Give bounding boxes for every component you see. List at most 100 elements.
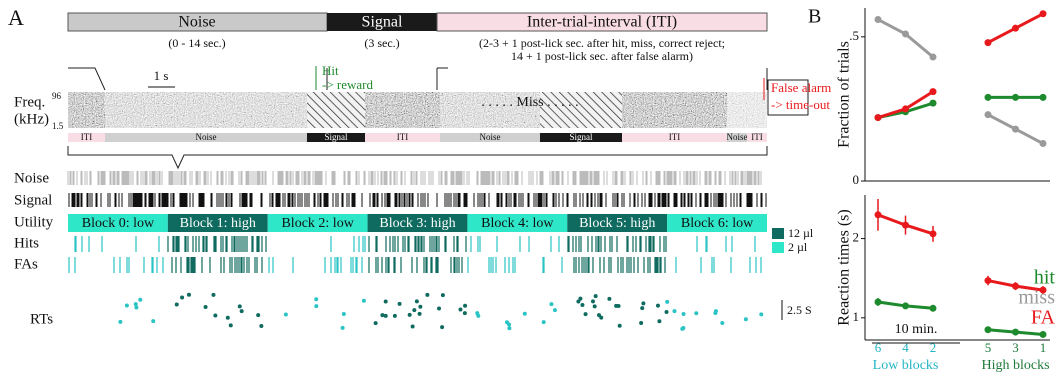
- trial-label: Signal: [324, 132, 348, 142]
- rt-dot: [134, 305, 139, 310]
- trial-label: ITI: [669, 132, 681, 142]
- series-line: [877, 18, 1044, 145]
- utility-block: [68, 214, 168, 232]
- rt-dot: [256, 313, 261, 318]
- point: [984, 93, 992, 101]
- rt-dot: [414, 299, 419, 304]
- rt-dot: [138, 297, 143, 302]
- rt-dot: [640, 306, 645, 311]
- rt-dot: [672, 309, 677, 314]
- rt-dot: [504, 320, 509, 325]
- x-tick-label: 4: [902, 340, 909, 355]
- row-label: FAs: [14, 256, 38, 272]
- row-label: Signal: [14, 192, 52, 208]
- raster: [171, 257, 666, 273]
- raster: [74, 236, 756, 252]
- block-label: Block 0: low: [82, 216, 155, 231]
- group-label: Low blocks: [873, 358, 939, 373]
- trial-label: Noise: [727, 132, 748, 142]
- rt-dot: [463, 303, 468, 308]
- scale-label: 2.5 S: [787, 303, 812, 317]
- point: [1012, 282, 1019, 290]
- raster: [68, 193, 767, 207]
- point: [1012, 24, 1019, 32]
- block-label: Block 2: low: [281, 216, 354, 231]
- bracket: [68, 67, 768, 91]
- rt-dot: [237, 304, 242, 309]
- utility-block: [467, 214, 568, 232]
- legend-swatch: [772, 242, 784, 253]
- raster: [68, 257, 762, 273]
- rt-dot: [437, 306, 442, 311]
- point: [902, 30, 909, 38]
- block-label: Block 6: low: [681, 216, 754, 231]
- rt-dot: [373, 321, 378, 326]
- point: [902, 221, 909, 229]
- group-label: High blocks: [981, 358, 1049, 373]
- iti-header: [436, 12, 768, 32]
- rt-dot: [225, 315, 230, 320]
- block-label: Block 1: high: [180, 216, 256, 231]
- header-note: (0 - 14 sec.): [168, 36, 225, 50]
- rt-dot: [549, 302, 554, 307]
- legend-swatch: [772, 228, 784, 239]
- rt-dot: [665, 299, 670, 304]
- hit-note: -> reward: [322, 77, 373, 92]
- header-note: (3 sec.): [364, 36, 399, 50]
- scale-label: 10 min.: [895, 322, 938, 337]
- utility-block: [567, 214, 668, 232]
- point: [874, 298, 882, 306]
- rt-dot: [462, 311, 467, 316]
- rt-dot: [720, 320, 725, 325]
- x-tick-label: 5: [985, 340, 992, 355]
- rt-dot: [694, 311, 699, 316]
- rt-dot: [425, 292, 430, 297]
- y-axis-label: Fraction of trials: [836, 41, 853, 148]
- trial-label: Signal: [569, 132, 593, 142]
- point: [929, 53, 937, 61]
- rt-dot: [541, 320, 546, 325]
- point: [902, 105, 909, 113]
- row-label: Hits: [14, 235, 39, 251]
- rt-dot: [680, 326, 685, 331]
- rt-dot: [655, 303, 660, 308]
- bracket: [67, 146, 768, 170]
- rt-dot: [118, 319, 123, 324]
- spectrogram: [68, 92, 767, 128]
- y-tick-label: 2: [853, 230, 860, 245]
- point: [929, 88, 937, 96]
- trial-segment: [440, 133, 540, 142]
- rt-dot: [397, 301, 402, 306]
- trial-label: ITI: [751, 132, 763, 142]
- x-tick-label: 2: [930, 340, 937, 355]
- axis-label: (kHz): [14, 111, 49, 127]
- utility-block: [167, 214, 268, 232]
- rt-dot: [380, 313, 385, 318]
- point: [984, 111, 992, 119]
- point: [984, 277, 992, 285]
- row-label: Utility: [14, 214, 54, 230]
- rt-dot: [580, 302, 585, 307]
- point: [1012, 93, 1019, 101]
- rt-dot: [383, 299, 388, 304]
- legend-label: 12 µl: [788, 226, 814, 240]
- legend-label: miss: [1018, 287, 1055, 309]
- trial-label: Noise: [196, 132, 217, 142]
- rt-dot: [614, 303, 619, 308]
- tick-label: 1.5: [52, 121, 64, 131]
- trial-label: ITI: [397, 132, 409, 142]
- rt-dot: [124, 303, 129, 308]
- block-label: Block 4: low: [481, 216, 554, 231]
- rt-dot: [259, 323, 264, 328]
- utility-block: [367, 214, 468, 232]
- rt-dot: [576, 299, 581, 304]
- rt-dot: [383, 313, 388, 318]
- block-label: Block 3: high: [379, 216, 455, 231]
- rt-dot: [361, 298, 366, 303]
- x-tick-label: 6: [875, 340, 882, 355]
- rt-dot: [593, 294, 598, 299]
- trial-segment: [727, 133, 747, 142]
- rt-dot: [552, 308, 557, 313]
- rt-dot: [151, 319, 156, 324]
